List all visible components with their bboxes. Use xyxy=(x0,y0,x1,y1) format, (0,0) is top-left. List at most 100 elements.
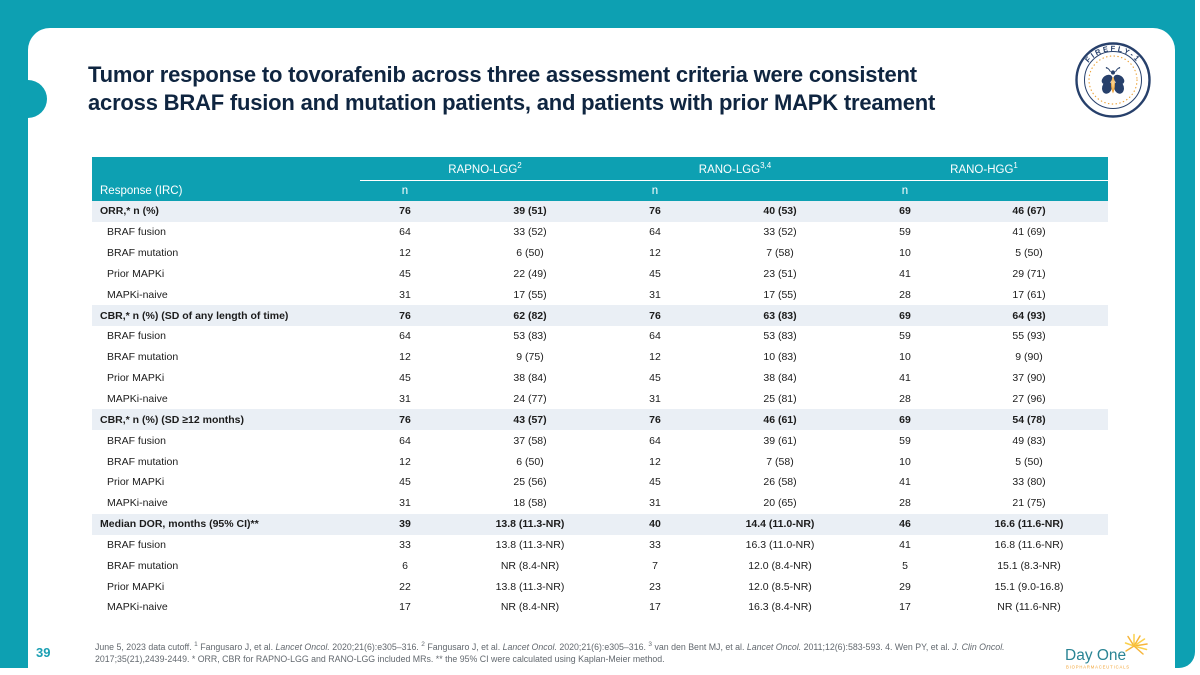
table-subheader-row: Response (IRC) n n n xyxy=(92,180,1109,201)
column-group-header: RANO-LGG3,4 xyxy=(610,157,860,181)
cell-n: 45 xyxy=(360,367,450,389)
cell-value: 37 (90) xyxy=(950,367,1109,389)
cell-n: 76 xyxy=(610,201,700,222)
row-label: CBR,* n (%) (SD of any length of time) xyxy=(92,305,360,327)
cell-value: 41 (69) xyxy=(950,221,1109,243)
cell-value: 15.1 (9.0-16.8) xyxy=(950,576,1109,598)
cell-n: 12 xyxy=(360,346,450,368)
cell-n: 45 xyxy=(610,471,700,493)
table-section-row: CBR,* n (%) (SD ≥12 months) 76 43 (57) 76 46… xyxy=(92,409,1109,431)
cell-value: 15.1 (8.3-NR) xyxy=(950,555,1109,577)
cell-n: 40 xyxy=(610,513,700,535)
table-row: BRAF fusion 64 53 (83) 64 53 (83) 59 55 (93) xyxy=(92,326,1109,347)
slide-title-line1: Tumor response to tovorafenib across thr… xyxy=(88,62,917,87)
cell-n: 31 xyxy=(610,492,700,514)
cell-value: 46 (67) xyxy=(950,201,1109,222)
cell-value: 49 (83) xyxy=(950,430,1109,452)
cell-value: 55 (93) xyxy=(950,326,1109,347)
table-row: BRAF mutation 12 6 (50) 12 7 (58) 10 5 (50) xyxy=(92,451,1109,472)
cell-value: NR (11.6-NR) xyxy=(950,597,1109,618)
cell-n: 59 xyxy=(860,430,950,452)
cell-n: 12 xyxy=(610,451,700,472)
table-row: BRAF mutation 12 9 (75) 12 10 (83) 10 9 (90) xyxy=(92,346,1109,368)
cell-value: 26 (58) xyxy=(700,471,860,493)
table-row: BRAF mutation 6 NR (8.4-NR) 7 12.0 (8.4-NR) 5… xyxy=(92,555,1109,577)
cell-n: 64 xyxy=(610,430,700,452)
table-row: Prior MAPKi 45 25 (56) 45 26 (58) 41 33 (80) xyxy=(92,471,1109,493)
row-label: Prior MAPKi xyxy=(92,367,360,389)
cell-n: 5 xyxy=(860,555,950,577)
table-row: BRAF fusion 64 37 (58) 64 39 (61) 59 49 (83) xyxy=(92,430,1109,452)
row-label: CBR,* n (%) (SD ≥12 months) xyxy=(92,409,360,431)
cell-value: 38 (84) xyxy=(700,367,860,389)
decorative-notch xyxy=(9,80,47,118)
cell-n: 45 xyxy=(610,263,700,285)
row-label: BRAF mutation xyxy=(92,555,360,577)
row-label: BRAF fusion xyxy=(92,326,360,347)
row-label: BRAF mutation xyxy=(92,451,360,472)
cell-n: 12 xyxy=(360,451,450,472)
cell-n: 41 xyxy=(860,471,950,493)
cell-value: 46 (61) xyxy=(700,409,860,431)
firefly-icon xyxy=(1101,67,1125,94)
column-group-header: RANO-HGG1 xyxy=(860,157,1109,181)
slide-card: Tumor response to tovorafenib across thr… xyxy=(9,28,1175,675)
row-label: Prior MAPKi xyxy=(92,471,360,493)
table-row: Prior MAPKi 22 13.8 (11.3-NR) 23 12.0 (8.5-N… xyxy=(92,576,1109,598)
cell-value: 5 (50) xyxy=(950,242,1109,264)
cell-value: 27 (96) xyxy=(950,388,1109,410)
n-column-header: n xyxy=(360,180,450,201)
cell-value: 6 (50) xyxy=(450,242,610,264)
group-header-spacer xyxy=(92,157,360,181)
row-label: BRAF mutation xyxy=(92,346,360,368)
cell-value: 14.4 (11.0-NR) xyxy=(700,513,860,535)
cell-value: 64 (93) xyxy=(950,305,1109,327)
sunburst-icon xyxy=(1124,633,1148,655)
cell-n: 31 xyxy=(610,284,700,306)
slide-title-line2: across BRAF fusion and mutation patients… xyxy=(88,90,936,115)
cell-n: 33 xyxy=(360,534,450,556)
cell-value: 9 (75) xyxy=(450,346,610,368)
table-row: MAPKi-naive 31 24 (77) 31 25 (81) 28 27 (96) xyxy=(92,388,1109,410)
cell-n: 23 xyxy=(610,576,700,598)
table-section-row: Median DOR, months (95% CI)** 39 13.8 (11.… xyxy=(92,513,1109,535)
table-group-header-row: RAPNO-LGG2 RANO-LGG3,4 RANO-HGG1 xyxy=(92,157,1109,181)
cell-n: 7 xyxy=(610,555,700,577)
cell-n: 45 xyxy=(610,367,700,389)
cell-value: 20 (65) xyxy=(700,492,860,514)
row-label: MAPKi-naive xyxy=(92,492,360,514)
cell-n: 46 xyxy=(860,513,950,535)
cell-n: 69 xyxy=(860,305,950,327)
cell-value: 6 (50) xyxy=(450,451,610,472)
row-label: BRAF fusion xyxy=(92,221,360,243)
cell-n: 10 xyxy=(860,346,950,368)
table-row: BRAF mutation 12 6 (50) 12 7 (58) 10 5 (50) xyxy=(92,242,1109,264)
cell-value: 7 (58) xyxy=(700,451,860,472)
cell-value: 62 (82) xyxy=(450,305,610,327)
cell-n: 17 xyxy=(610,597,700,618)
table-row: MAPKi-naive 31 17 (55) 31 17 (55) 28 17 (61) xyxy=(92,284,1109,306)
table-row: Prior MAPKi 45 22 (49) 45 23 (51) 41 29 (71) xyxy=(92,263,1109,285)
cell-value: 13.8 (11.3-NR) xyxy=(450,534,610,556)
cell-n: 45 xyxy=(360,471,450,493)
cell-n: 59 xyxy=(860,326,950,347)
cell-n: 28 xyxy=(860,388,950,410)
cell-n: 31 xyxy=(360,492,450,514)
n-column-header: n xyxy=(610,180,700,201)
cell-value: 53 (83) xyxy=(700,326,860,347)
cell-n: 28 xyxy=(860,492,950,514)
n-column-header: n xyxy=(860,180,950,201)
cell-n: 10 xyxy=(860,451,950,472)
response-table: RAPNO-LGG2 RANO-LGG3,4 RANO-HGG1 Response … xyxy=(92,157,1109,618)
cell-value: 5 (50) xyxy=(950,451,1109,472)
cell-value: 25 (81) xyxy=(700,388,860,410)
cell-value: 24 (77) xyxy=(450,388,610,410)
cell-value: 13.8 (11.3-NR) xyxy=(450,513,610,535)
cell-value: 39 (61) xyxy=(700,430,860,452)
row-label: Prior MAPKi xyxy=(92,263,360,285)
cell-n: 76 xyxy=(360,305,450,327)
cell-n: 17 xyxy=(360,597,450,618)
cell-n: 39 xyxy=(360,513,450,535)
cell-value: 21 (75) xyxy=(950,492,1109,514)
cell-value: 16.3 (8.4-NR) xyxy=(700,597,860,618)
